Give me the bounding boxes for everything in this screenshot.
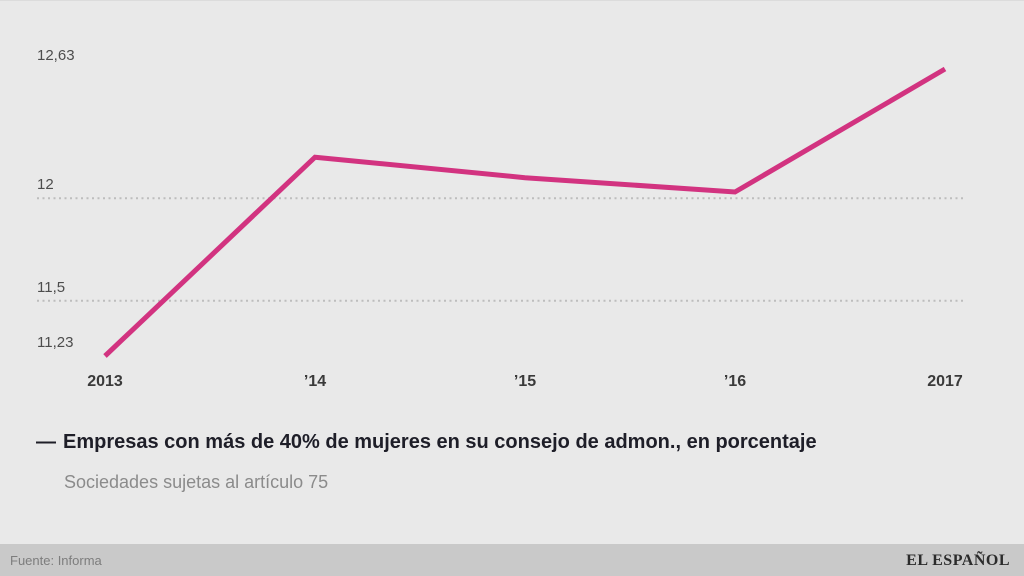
legend: — Empresas con más de 40% de mujeres en s… [36,431,817,454]
x-tick-label: 2013 [87,373,123,390]
data-series-line [103,66,947,358]
chart-subtitle: Sociedades sujetas al artículo 75 [64,472,329,492]
legend-line-marker-icon: — [36,431,56,453]
x-tick-label: ’14 [303,373,327,390]
el-espanol-logo: EL ESPAÑOL [906,551,1010,569]
x-tick-label: 2017 [927,373,963,390]
source-credit: Fuente: Informa [10,553,102,568]
footer-bar: Fuente: Informa EL ESPAÑOL [0,544,1024,576]
line-chart-plot-area [37,66,963,358]
y-tick-label: 11,23 [37,334,74,351]
y-tick-label: 12,63 [37,47,75,64]
x-tick-label: ’16 [723,373,747,390]
x-tick-label: ’15 [513,373,537,390]
y-tick-label: 12 [37,176,54,193]
y-tick-label: 11,5 [37,279,66,296]
legend-series-label: Empresas con más de 40% de mujeres en su… [63,431,817,453]
